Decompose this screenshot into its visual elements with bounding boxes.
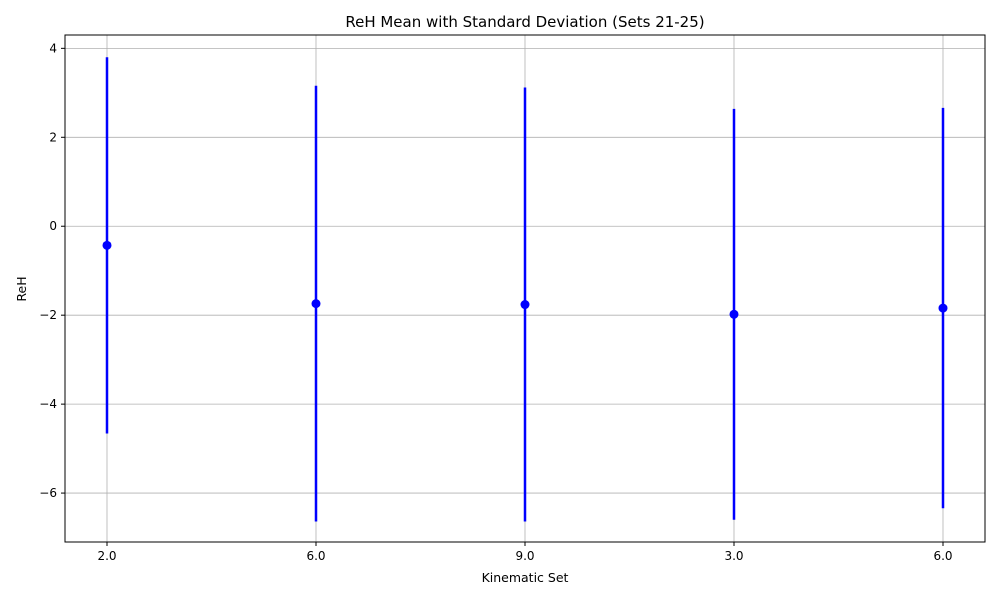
mean-point	[102, 240, 112, 250]
chart-title: ReH Mean with Standard Deviation (Sets 2…	[345, 13, 704, 31]
x-axis-label: Kinematic Set	[482, 570, 569, 585]
y-tick-label: −2	[39, 308, 57, 322]
mean-point	[311, 299, 321, 309]
x-tick-label: 6.0	[933, 549, 952, 563]
y-tick-label: 4	[49, 41, 57, 55]
x-tick-label: 2.0	[97, 549, 116, 563]
x-tick-label: 3.0	[724, 549, 743, 563]
mean-point	[729, 309, 739, 319]
y-tick-label: 2	[49, 130, 57, 144]
mean-point	[938, 303, 948, 313]
tick-layer: 4 2 0 −2 −4 −6 2.0 6.0 9.0 3.0 6.0	[39, 41, 952, 563]
data-layer	[102, 57, 948, 522]
y-tick-label: −4	[39, 397, 57, 411]
y-tick-label: 0	[49, 219, 57, 233]
y-axis-label: ReH	[14, 276, 29, 301]
mean-point	[520, 300, 530, 310]
x-tick-label: 6.0	[306, 549, 325, 563]
y-tick-label: −6	[39, 486, 57, 500]
x-tick-label: 9.0	[515, 549, 534, 563]
